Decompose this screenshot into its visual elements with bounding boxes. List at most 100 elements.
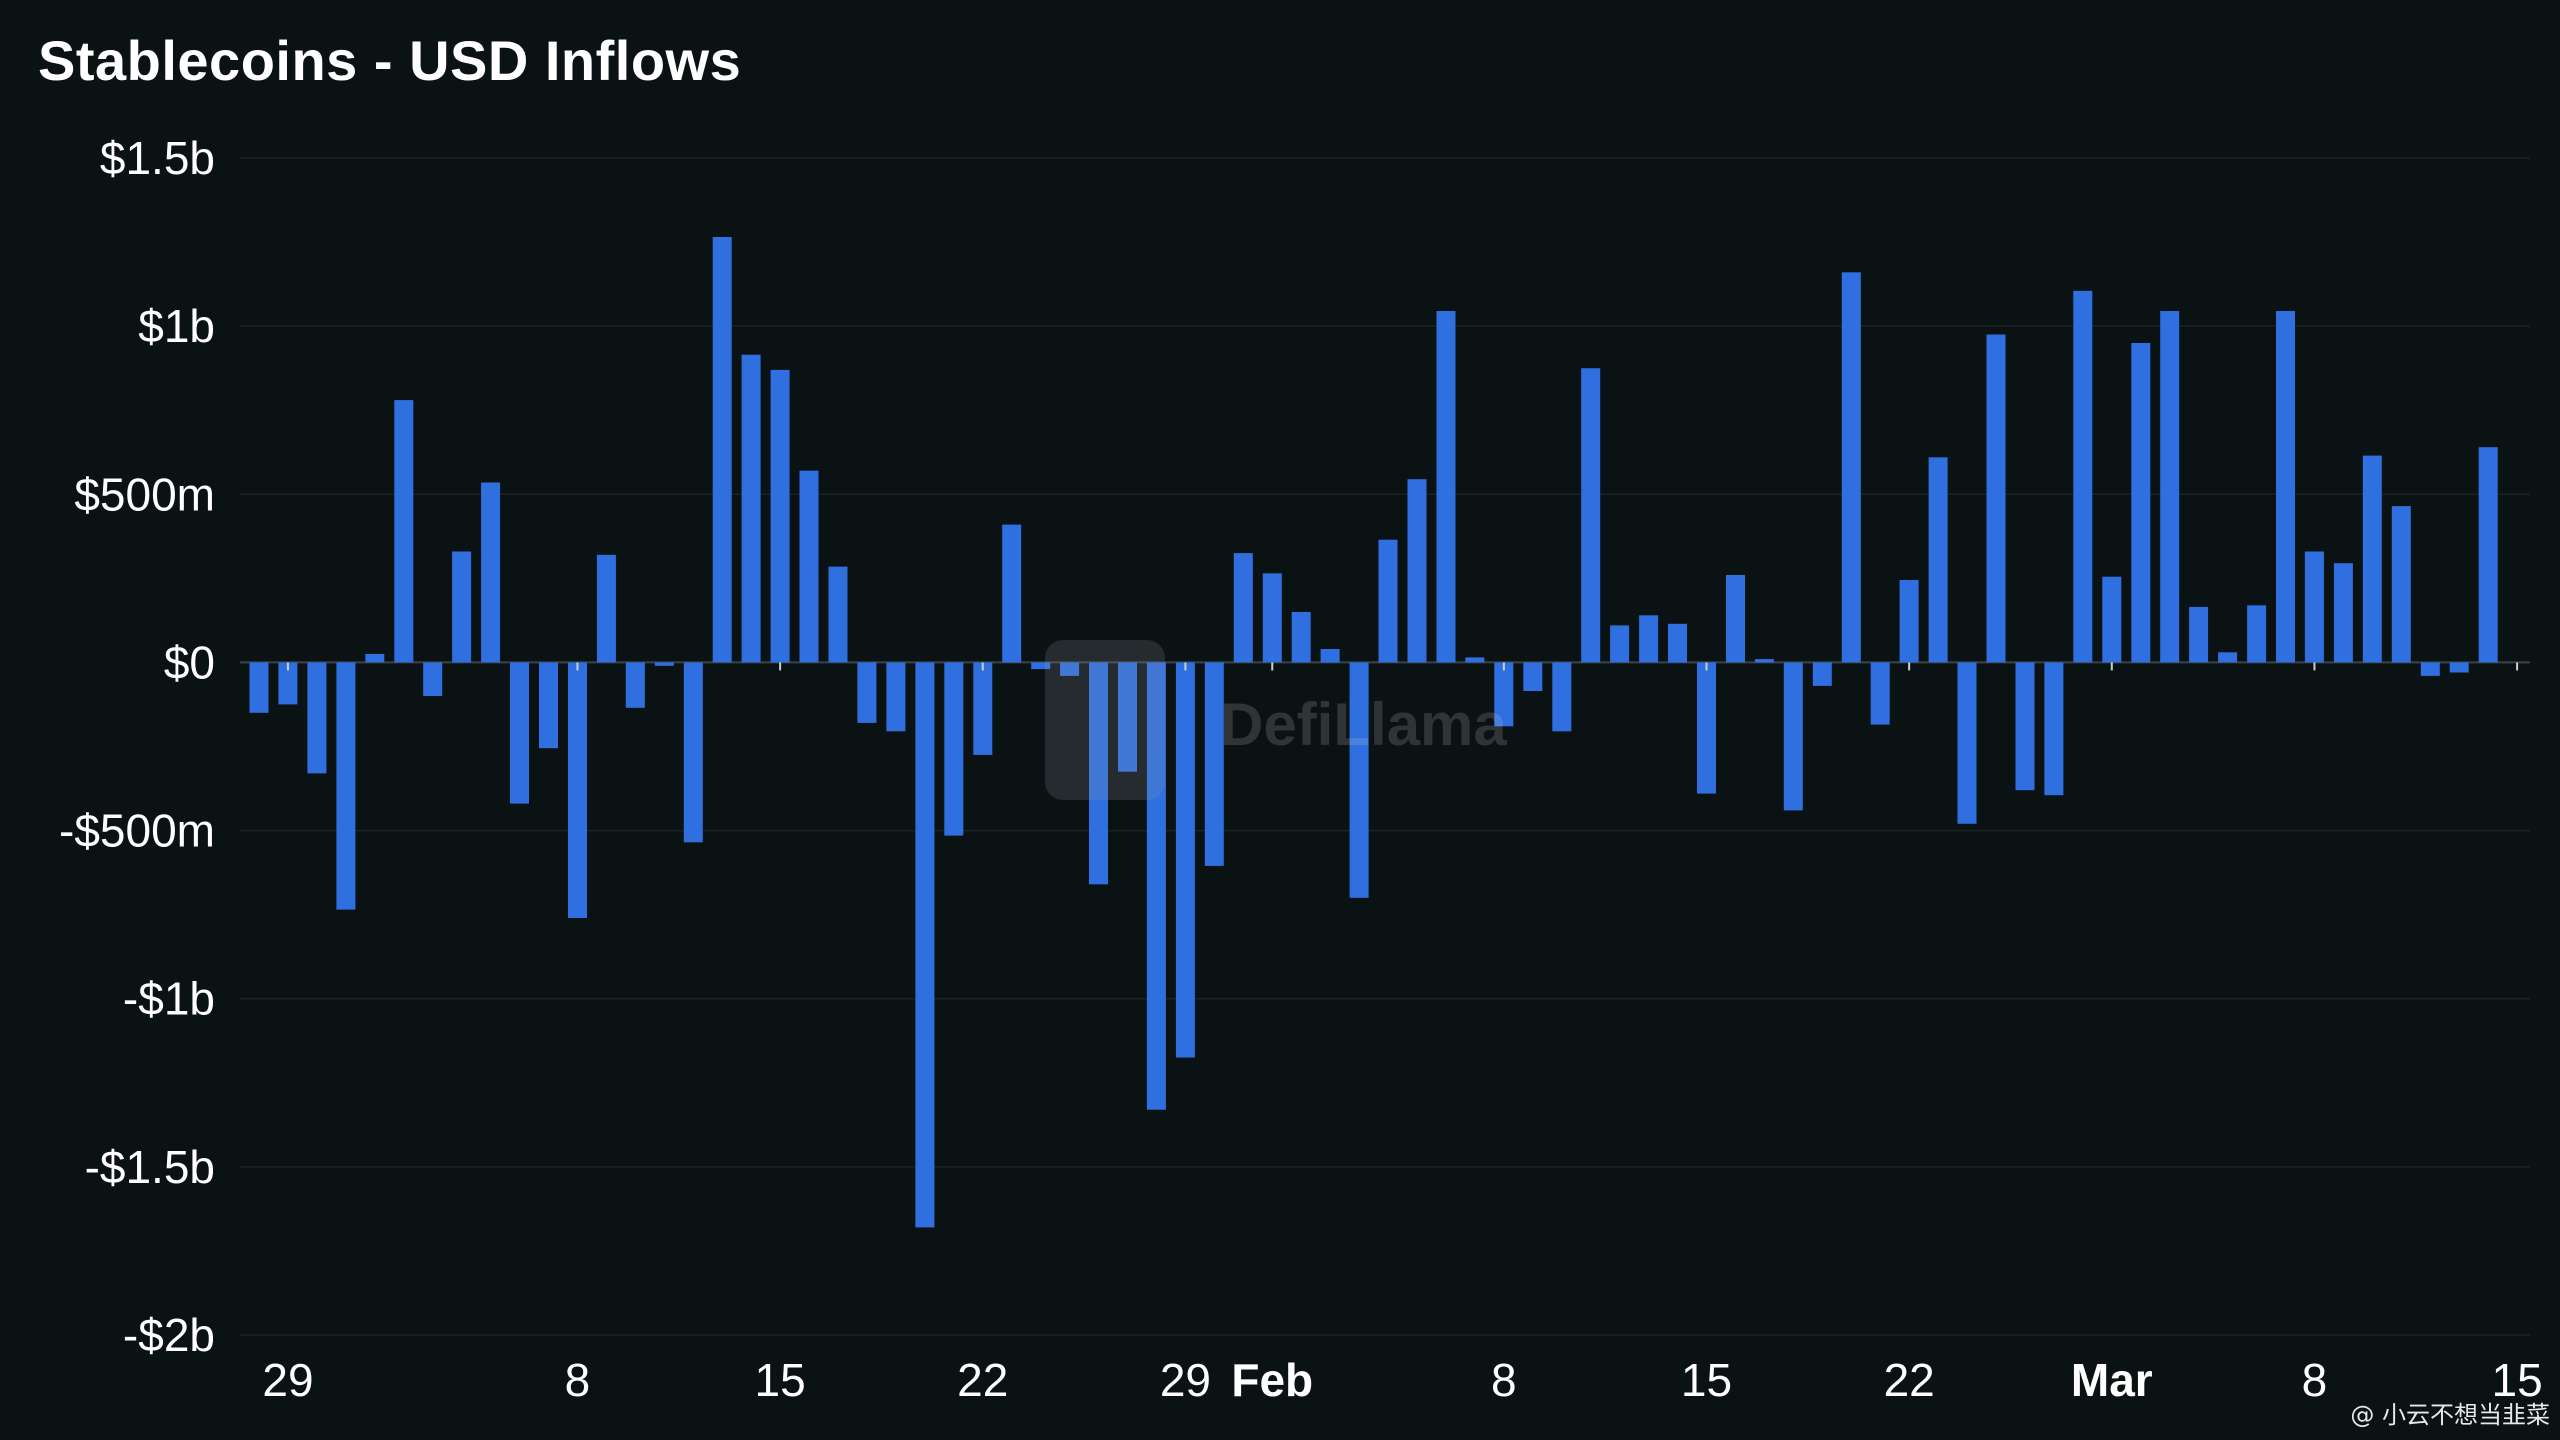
bar[interactable] [741,354,761,663]
bar[interactable] [1378,539,1398,663]
x-tick-label: 22 [957,1354,1008,1406]
x-tick-label: 22 [1884,1354,1935,1406]
bar[interactable] [2391,506,2411,663]
bar[interactable] [1523,662,1543,691]
x-tick-label: 15 [755,1354,806,1406]
bars [249,237,2498,1228]
bar[interactable] [1697,662,1716,794]
bar[interactable] [2362,455,2382,663]
bar[interactable] [2044,662,2064,796]
bar[interactable] [278,662,298,705]
bar[interactable] [1957,662,1977,824]
bar[interactable] [1002,524,1022,663]
bar[interactable] [1060,662,1080,676]
bar[interactable] [596,554,616,663]
bar[interactable] [1320,649,1340,663]
bar[interactable] [1146,662,1166,1110]
y-tick-label: $0 [164,636,215,688]
y-tick-label: -$2b [123,1309,215,1361]
bar[interactable] [1639,615,1659,663]
bar[interactable] [1262,573,1282,663]
bar[interactable] [1031,662,1051,670]
bar[interactable] [770,369,790,663]
bar[interactable] [2333,563,2353,663]
chart-title: Stablecoins - USD Inflows [38,29,742,92]
bar[interactable] [1870,662,1890,725]
bar[interactable] [249,662,269,713]
bar[interactable] [1118,662,1137,772]
bar[interactable] [1754,659,1774,663]
bar[interactable] [1494,662,1514,727]
bar[interactable] [1436,311,1456,663]
bar[interactable] [307,662,327,774]
x-tick-label: 15 [1681,1354,1732,1406]
bar[interactable] [1581,368,1601,663]
bar[interactable] [1841,272,1861,663]
bar[interactable] [2247,605,2267,663]
bar[interactable] [973,662,993,755]
bar[interactable] [481,482,501,663]
bar[interactable] [683,662,703,843]
bar[interactable] [1726,575,1745,663]
bar[interactable] [2420,662,2440,676]
x-tick-label: 8 [565,1354,591,1406]
x-tick-label-month: Mar [2071,1354,2153,1406]
bar[interactable] [2276,311,2295,663]
bar[interactable] [915,662,935,1228]
x-tick-label: 29 [1160,1354,1211,1406]
bar[interactable] [1986,334,2006,663]
bar[interactable] [1610,625,1630,663]
bar[interactable] [828,566,848,663]
bar[interactable] [2102,576,2122,663]
bar[interactable] [2218,652,2238,663]
bar[interactable] [712,237,732,663]
bar[interactable] [568,662,587,918]
bar[interactable] [944,662,964,836]
bar[interactable] [1233,553,1253,663]
y-tick-label: -$500m [59,805,215,857]
x-axis-ticks: 29 8 15 22 29 Feb 8 15 22 Mar 8 15 [262,662,2543,1406]
bar[interactable] [1812,662,1832,686]
bar[interactable] [423,662,443,696]
x-tick-label: 15 [2492,1354,2543,1406]
bar[interactable] [510,662,529,804]
bar[interactable] [1175,662,1195,1058]
bar[interactable] [654,662,674,666]
bar[interactable] [857,662,877,723]
x-tick-label-month: Feb [1231,1354,1313,1406]
y-tick-label: $500m [74,468,215,520]
bar[interactable] [886,662,906,732]
bar[interactable] [1783,662,1803,811]
bar[interactable] [2478,447,2498,663]
y-tick-label: -$1.5b [85,1141,215,1193]
y-tick-label: $1.5b [100,132,215,184]
bar[interactable] [1407,479,1427,663]
bar[interactable] [799,470,819,663]
bar[interactable] [452,551,472,663]
bar[interactable] [2073,290,2093,663]
bar[interactable] [1204,662,1224,866]
bar[interactable] [539,662,558,749]
bar[interactable] [394,400,414,663]
bar[interactable] [2304,551,2324,663]
bar[interactable] [1899,580,1919,663]
bar[interactable] [1089,662,1108,885]
bar[interactable] [1668,623,1687,663]
bar[interactable] [2160,311,2180,663]
bar[interactable] [2449,662,2469,673]
bar[interactable] [2015,662,2035,791]
bar[interactable] [1349,662,1369,898]
bar[interactable] [365,654,385,663]
bar[interactable] [1552,662,1572,732]
x-tick-label: 8 [2302,1354,2328,1406]
bar[interactable] [1928,457,1948,663]
bar[interactable] [625,662,645,708]
x-tick-label: 8 [1491,1354,1517,1406]
y-axis-ticks: $1.5b $1b $500m $0 -$500m -$1b -$1.5b -$2b [59,132,215,1361]
bar[interactable] [1465,657,1485,663]
bar[interactable] [2189,606,2209,663]
bar[interactable] [2131,343,2151,663]
bar[interactable] [1291,612,1311,663]
watermark-text: DefiLlama [1220,691,1507,758]
bar[interactable] [336,662,356,910]
